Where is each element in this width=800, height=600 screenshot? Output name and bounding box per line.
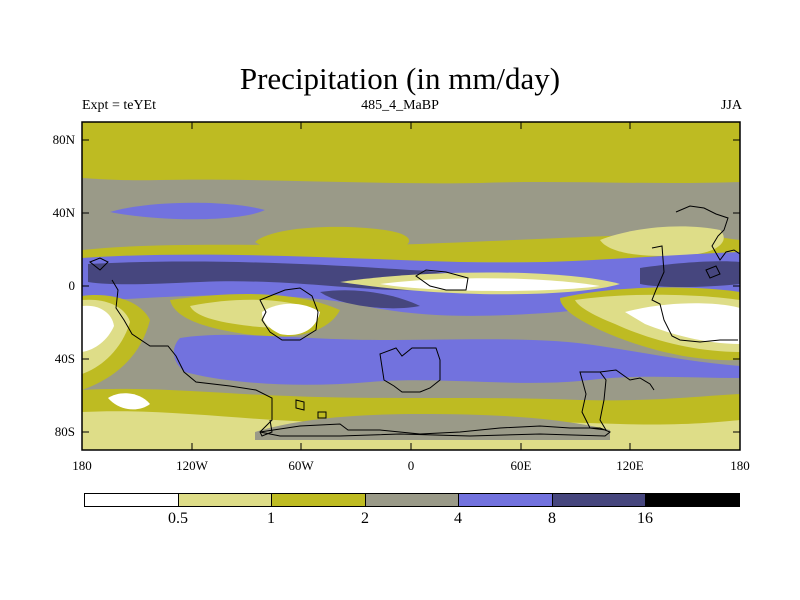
colorbar-swatch [365, 493, 459, 507]
precip-dry-core [380, 278, 600, 291]
lat-label-80s: 80S [54, 424, 75, 439]
lat-label-80n: 80N [52, 132, 75, 147]
colorbar-swatch [645, 493, 740, 507]
coastline-islands [89, 257, 721, 419]
lon-label-120e: 120E [616, 458, 644, 473]
colorbar-swatch [271, 493, 366, 507]
colorbar-label: 8 [548, 510, 556, 527]
precip-band-itcz-north-fringe [82, 233, 740, 262]
lon-label-180e: 180 [730, 458, 750, 473]
precip-band-sw-white [108, 393, 150, 410]
colorbar-label: 2 [361, 510, 369, 527]
colorbar-swatch [178, 493, 272, 507]
precip-band-dark-center [320, 290, 420, 309]
precip-band-north-yellow [82, 122, 740, 184]
lat-label-40n: 40N [52, 205, 75, 220]
colorbar-label: 16 [637, 510, 653, 527]
lon-label-0: 0 [407, 458, 415, 473]
axis-ticks [81, 122, 740, 450]
precip-band-east-light [600, 226, 724, 257]
lat-label-40s: 40S [54, 351, 75, 366]
precip-band-north-blue [110, 202, 265, 220]
coastline-americas [111, 279, 319, 437]
precip-band-west-white [82, 305, 114, 352]
coastline-africa [379, 269, 469, 393]
precip-band-south-white [262, 303, 320, 336]
plot-title: Precipitation (in mm/day) [239, 61, 561, 96]
experiment-label: Expt = teYEt [82, 98, 156, 113]
coastlines [89, 205, 741, 437]
colorbar-label: 4 [454, 510, 462, 527]
precip-band-dark-east [640, 261, 740, 287]
lat-label-0: 0 [68, 278, 76, 293]
colorbar-swatch [458, 493, 553, 507]
colorbar-swatch [84, 493, 179, 507]
season-label: JJA [720, 98, 742, 113]
colorbar-swatch [552, 493, 646, 507]
lon-label-60w: 60W [288, 458, 314, 473]
coastline-antarctica [259, 371, 611, 437]
time-label: 485_4_MaBP [361, 98, 439, 113]
precip-band-sio-white [625, 303, 740, 344]
coastline-asia [599, 205, 741, 391]
colorbar-label: 1 [267, 510, 275, 527]
lon-label-180w: 180 [72, 458, 92, 473]
lon-label-60e: 60E [510, 458, 532, 473]
colorbar-label: 0.5 [168, 510, 188, 527]
lon-label-120w: 120W [176, 458, 208, 473]
precip-band-antarctic-grey [255, 414, 610, 440]
